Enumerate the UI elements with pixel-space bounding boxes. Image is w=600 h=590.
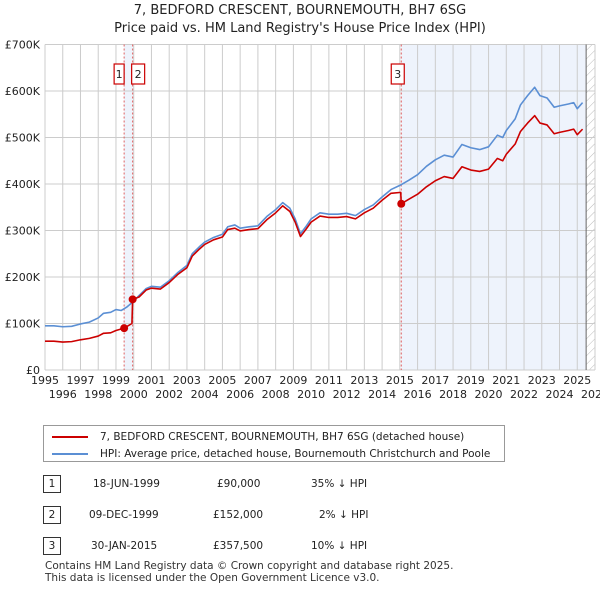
sale-point <box>128 295 137 304</box>
legend: 7, BEDFORD CRESCENT, BOURNEMOUTH, BH7 6S… <box>43 425 505 462</box>
footer-licence: This data is licensed under the Open Gov… <box>45 572 380 584</box>
table-row: 1 18-JUN-1999 £90,000 35% ↓ HPI <box>43 475 463 495</box>
sale-label-box <box>131 63 146 85</box>
sale-number: 2 <box>43 506 61 524</box>
sale-hpi-diff: 2% ↓ HPI <box>319 509 369 521</box>
sale-price: £152,000 <box>213 509 264 521</box>
sale-hpi-diff: 35% ↓ HPI <box>311 478 368 490</box>
y-tick-label: £100K <box>5 318 41 331</box>
sale-hpi-diff: 10% ↓ HPI <box>311 540 368 552</box>
y-tick-label: £600K <box>5 85 41 98</box>
y-tick-label: £700K <box>5 39 41 52</box>
y-tick-label: £300K <box>5 225 41 238</box>
footer: Contains HM Land Registry data © Crown c… <box>45 560 453 584</box>
sale-point <box>397 199 406 208</box>
legend-hpi: HPI: Average price, detached house, Bour… <box>100 447 491 460</box>
x-tick-label: 2021 <box>492 374 520 387</box>
x-tick-label: 2020 <box>475 388 503 401</box>
x-tick-label: 2012 <box>333 388 361 401</box>
sale-price: £90,000 <box>217 478 261 490</box>
legend-red-line <box>52 435 88 438</box>
x-tick-label: 2019 <box>457 374 485 387</box>
forecast-hatch <box>586 44 595 370</box>
x-tick-label: 2011 <box>315 374 343 387</box>
legend-blue-line <box>52 452 88 455</box>
x-tick-label: 2004 <box>191 388 219 401</box>
chart-title: 7, BEDFORD CRESCENT, BOURNEMOUTH, BH7 6S… <box>0 2 600 38</box>
x-tick-label: 2002 <box>155 388 183 401</box>
x-tick-label: 2015 <box>386 374 414 387</box>
x-tick-label: 2025 <box>563 374 591 387</box>
x-tick-label: 2006 <box>226 388 254 401</box>
sale-date: 30-JAN-2015 <box>91 540 158 552</box>
x-tick-label: 1998 <box>84 388 112 401</box>
shaded-period-2 <box>401 44 587 370</box>
x-tick-label: 2024 <box>546 388 574 401</box>
title-line-1: 7, BEDFORD CRESCENT, BOURNEMOUTH, BH7 6S… <box>133 3 467 18</box>
y-tick-label: £0 <box>26 364 40 377</box>
x-tick-label: 2009 <box>279 374 307 387</box>
x-tick-label: 2023 <box>528 374 556 387</box>
x-tick-label: 1995 <box>31 374 59 387</box>
y-tick-label: £200K <box>5 271 41 284</box>
x-tick-label: 2016 <box>404 388 432 401</box>
x-tick-label: 2017 <box>421 374 449 387</box>
sale-date: 18-JUN-1999 <box>93 478 160 490</box>
sale-label-box <box>113 63 125 85</box>
x-tick-label: 1996 <box>49 388 77 401</box>
sale-label-box <box>390 63 405 85</box>
x-tick-label: 2008 <box>262 388 290 401</box>
x-tick-label: 2001 <box>137 374 165 387</box>
sale-label: 3 <box>394 68 401 81</box>
sale-number: 3 <box>43 537 61 555</box>
x-tick-label: 2007 <box>244 374 272 387</box>
x-tick-label: 2022 <box>510 388 538 401</box>
sale-label: 2 <box>135 68 142 81</box>
y-tick-label: £400K <box>5 178 41 191</box>
footer-copyright: Contains HM Land Registry data © Crown c… <box>45 560 454 572</box>
x-tick-label: 2026 <box>581 388 600 401</box>
sale-number: 1 <box>43 475 61 493</box>
table-row: 2 09-DEC-1999 £152,000 2% ↓ HPI <box>43 506 463 526</box>
sale-price: £357,500 <box>213 540 264 552</box>
title-line-2: Price paid vs. HM Land Registry's House … <box>114 21 486 36</box>
table-row: 3 30-JAN-2015 £357,500 10% ↓ HPI <box>43 537 463 557</box>
price-chart: 1995199619971998199920002001200220032004… <box>5 39 600 402</box>
sale-label: 1 <box>116 68 123 81</box>
x-tick-label: 2000 <box>120 388 148 401</box>
x-tick-label: 2014 <box>368 388 396 401</box>
x-tick-label: 2018 <box>439 388 467 401</box>
legend-property: 7, BEDFORD CRESCENT, BOURNEMOUTH, BH7 6S… <box>100 430 465 443</box>
x-tick-label: 2010 <box>297 388 325 401</box>
sale-point <box>120 324 129 333</box>
x-tick-label: 1997 <box>66 374 94 387</box>
shaded-period-1 <box>124 44 133 370</box>
x-tick-label: 2003 <box>173 374 201 387</box>
sale-date: 09-DEC-1999 <box>89 509 159 521</box>
y-tick-label: £500K <box>5 132 41 145</box>
x-tick-label: 2013 <box>350 374 378 387</box>
x-tick-label: 2005 <box>208 374 236 387</box>
x-tick-label: 1999 <box>102 374 130 387</box>
